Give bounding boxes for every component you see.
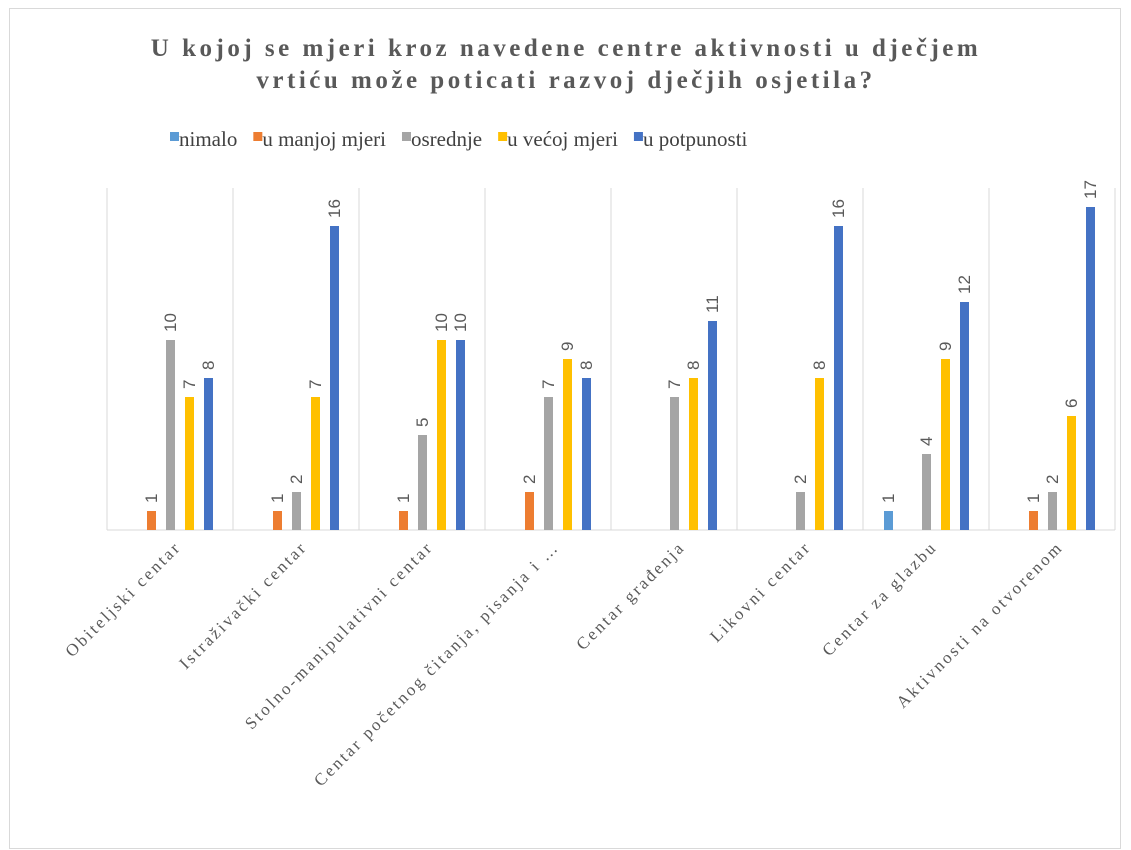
bar: [922, 454, 931, 530]
legend-label: nimalo: [179, 127, 237, 151]
data-label: 2: [791, 475, 810, 484]
bar: [437, 340, 446, 530]
data-label: 8: [684, 361, 703, 370]
chart-title: U kojoj se mjeri kroz navedene centre ak…: [151, 35, 981, 62]
bar: [544, 397, 553, 530]
bar: [399, 511, 408, 530]
data-label: 10: [451, 313, 470, 332]
data-label: 9: [558, 342, 577, 351]
data-label: 6: [1062, 399, 1081, 408]
legend-swatch: [633, 132, 643, 141]
data-label: 8: [199, 361, 218, 370]
data-label: 1: [394, 494, 413, 503]
data-label: 16: [829, 199, 848, 218]
data-label: 11: [703, 295, 722, 313]
bar: [941, 359, 950, 530]
legend-label: u većoj mjeri: [507, 127, 618, 151]
data-label: 1: [879, 494, 898, 503]
data-label: 10: [432, 313, 451, 332]
legend-swatch: [498, 132, 508, 141]
bar: [689, 378, 698, 530]
bar: [330, 226, 339, 530]
bar: [1029, 511, 1038, 530]
data-label: 12: [955, 275, 974, 294]
data-label: 1: [142, 494, 161, 503]
bar: [166, 340, 175, 530]
bar: [796, 492, 805, 530]
data-label: 1: [268, 494, 287, 503]
data-label: 2: [520, 475, 539, 484]
bar: [204, 378, 213, 530]
data-label: 17: [1081, 180, 1100, 199]
bar: [834, 226, 843, 530]
data-label: 8: [577, 361, 596, 370]
bar: [708, 321, 717, 530]
data-label: 9: [936, 342, 955, 351]
chart-title: vrtiću može poticati razvoj dječjih osje…: [256, 67, 875, 94]
bar: [311, 397, 320, 530]
legend-label: u potpunosti: [643, 127, 748, 151]
bar: [815, 378, 824, 530]
data-label: 4: [917, 437, 936, 446]
data-label: 1: [1024, 494, 1043, 503]
bar: [273, 511, 282, 530]
legend-label: osrednje: [411, 127, 482, 151]
data-label: 2: [1043, 475, 1062, 484]
data-label: 7: [665, 380, 684, 389]
legend-label: u manjoj mjeri: [262, 127, 386, 151]
bar: [147, 511, 156, 530]
bar: [292, 492, 301, 530]
data-label: 5: [413, 418, 432, 427]
legend-swatch: [401, 132, 411, 141]
bar: [185, 397, 194, 530]
data-label: 2: [287, 475, 306, 484]
legend-swatch: [253, 132, 263, 141]
data-label: 16: [325, 199, 344, 218]
data-label: 7: [180, 380, 199, 389]
bar: [670, 397, 679, 530]
bar: [1086, 207, 1095, 530]
bar: [563, 359, 572, 530]
bar: [960, 302, 969, 530]
bar: [1048, 492, 1057, 530]
bar: [884, 511, 893, 530]
legend-swatch: [170, 132, 179, 141]
data-label: 7: [306, 380, 325, 389]
data-label: 7: [539, 380, 558, 389]
data-label: 10: [161, 313, 180, 332]
data-label: 8: [810, 361, 829, 370]
bar: [1067, 416, 1076, 530]
bar: [525, 492, 534, 530]
bar: [582, 378, 591, 530]
bar: [456, 340, 465, 530]
bar: [418, 435, 427, 530]
